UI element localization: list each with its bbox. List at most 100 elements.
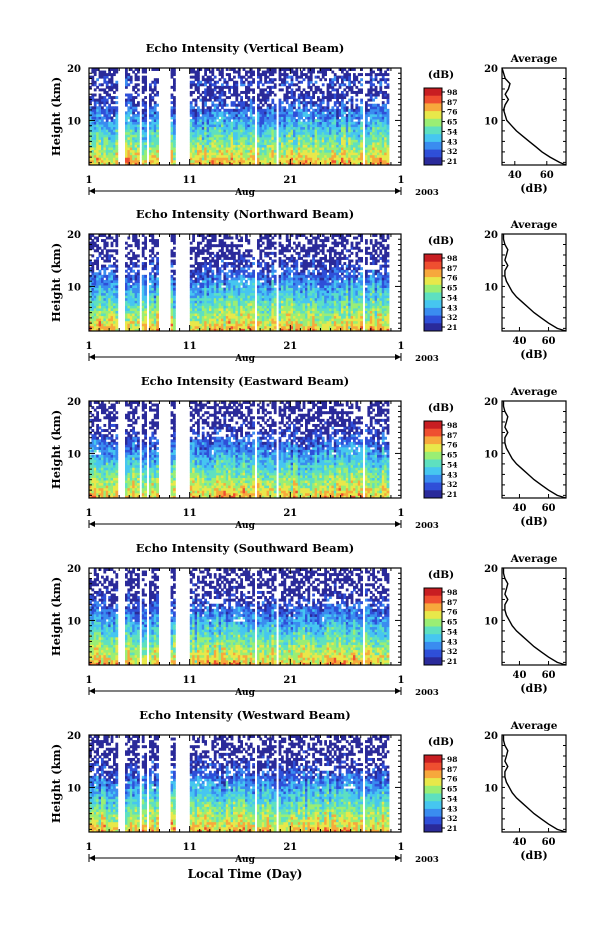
heatmap-cell bbox=[303, 160, 306, 163]
heatmap-cell bbox=[211, 311, 214, 314]
heatmap-cell bbox=[173, 308, 176, 311]
heatmap-cell bbox=[264, 137, 267, 140]
heatmap-cell bbox=[127, 117, 130, 120]
heatmap-cell bbox=[334, 147, 337, 150]
heatmap-cell bbox=[94, 318, 97, 321]
heatmap-cell bbox=[195, 313, 198, 316]
heatmap-cell bbox=[281, 160, 284, 163]
heatmap-cell bbox=[228, 142, 231, 145]
heatmap-cell bbox=[115, 150, 118, 153]
heatmap-cell bbox=[377, 132, 380, 135]
heatmap-cell bbox=[271, 106, 274, 109]
heatmap-cell bbox=[240, 155, 243, 158]
heatmap-cell bbox=[135, 155, 138, 158]
heatmap-cell bbox=[207, 323, 210, 326]
heatmap-cell bbox=[274, 157, 277, 160]
heatmap-cell bbox=[365, 132, 368, 135]
heatmap-cell bbox=[113, 318, 116, 321]
heatmap-cell bbox=[99, 283, 102, 286]
heatmap-cell bbox=[387, 137, 390, 140]
heatmap-cell bbox=[202, 132, 205, 135]
heatmap-cell bbox=[310, 129, 313, 132]
heatmap-cell bbox=[199, 290, 202, 293]
heatmap-cell bbox=[144, 147, 147, 150]
heatmap-cell bbox=[370, 88, 373, 91]
heatmap-cell bbox=[348, 99, 351, 102]
heatmap-cell bbox=[202, 157, 205, 160]
heatmap-cell bbox=[137, 122, 140, 125]
heatmap-cell bbox=[377, 127, 380, 130]
heatmap-cell bbox=[113, 313, 116, 316]
heatmap-cell bbox=[130, 96, 133, 99]
heatmap-cell bbox=[221, 73, 224, 76]
heatmap-cell bbox=[358, 109, 361, 112]
heatmap-cell bbox=[331, 119, 334, 122]
heatmap-cell bbox=[135, 280, 138, 283]
heatmap-cell bbox=[130, 78, 133, 81]
heatmap-cell bbox=[101, 300, 104, 303]
heatmap-cell bbox=[327, 94, 330, 97]
heatmap-cell bbox=[103, 270, 106, 273]
heatmap-cell bbox=[209, 254, 212, 257]
heatmap-cell bbox=[211, 313, 214, 316]
heatmap-cell bbox=[259, 145, 262, 148]
heatmap-cell bbox=[108, 280, 111, 283]
heatmap-cell bbox=[339, 101, 342, 104]
heatmap-cell bbox=[303, 106, 306, 109]
heatmap-cell bbox=[257, 155, 260, 158]
heatmap-cell bbox=[111, 244, 114, 247]
heatmap-cell bbox=[190, 323, 193, 326]
heatmap-cell bbox=[221, 326, 224, 329]
heatmap-cell bbox=[259, 124, 262, 127]
heatmap-cell bbox=[108, 295, 111, 298]
heatmap-cell bbox=[108, 150, 111, 153]
heatmap-cell bbox=[127, 155, 130, 158]
heatmap-cell bbox=[339, 119, 342, 122]
heatmap-cell bbox=[233, 122, 236, 125]
heatmap-cell bbox=[204, 262, 207, 265]
heatmap-cell bbox=[135, 91, 138, 94]
heatmap-cell bbox=[300, 127, 303, 130]
heatmap-cell bbox=[108, 260, 111, 263]
heatmap-cell bbox=[154, 283, 157, 286]
heatmap-cell bbox=[329, 99, 332, 102]
heatmap-cell bbox=[387, 109, 390, 112]
heatmap-cell bbox=[355, 150, 358, 153]
heatmap-cell bbox=[267, 96, 270, 99]
heatmap-cell bbox=[115, 295, 118, 298]
heatmap-cell bbox=[303, 104, 306, 107]
heatmap-cell bbox=[94, 139, 97, 142]
heatmap-cell bbox=[199, 300, 202, 303]
heatmap-cell bbox=[151, 147, 154, 150]
heatmap-cell bbox=[132, 300, 135, 303]
heatmap-cell bbox=[190, 293, 193, 296]
heatmap-cell bbox=[250, 132, 253, 135]
heatmap-cell bbox=[132, 106, 135, 109]
heatmap-cell bbox=[346, 124, 349, 127]
heatmap-cell bbox=[190, 160, 193, 163]
heatmap-cell bbox=[151, 247, 154, 250]
heatmap-cell bbox=[250, 157, 253, 160]
heatmap-cell bbox=[173, 157, 176, 160]
heatmap-cell bbox=[382, 114, 385, 117]
heatmap-cell bbox=[149, 316, 152, 319]
heatmap-cell bbox=[310, 155, 313, 158]
heatmap-cell bbox=[226, 152, 229, 155]
heatmap-cell bbox=[125, 76, 128, 79]
heatmap-cell bbox=[127, 157, 130, 160]
heatmap-cell bbox=[144, 267, 147, 270]
heatmap-cell bbox=[310, 139, 313, 142]
heatmap-cell bbox=[322, 109, 325, 112]
heatmap-cell bbox=[269, 122, 272, 125]
heatmap-cell bbox=[219, 300, 222, 303]
heatmap-cell bbox=[228, 316, 231, 319]
heatmap-cell bbox=[192, 122, 195, 125]
heatmap-cell bbox=[382, 124, 385, 127]
heatmap-cell bbox=[137, 290, 140, 293]
heatmap-cell bbox=[149, 150, 152, 153]
heatmap-cell bbox=[214, 117, 217, 120]
heatmap-cell bbox=[231, 280, 234, 283]
heatmap-cell bbox=[195, 326, 198, 329]
heatmap-cell bbox=[195, 272, 198, 275]
heatmap-cell bbox=[106, 91, 109, 94]
